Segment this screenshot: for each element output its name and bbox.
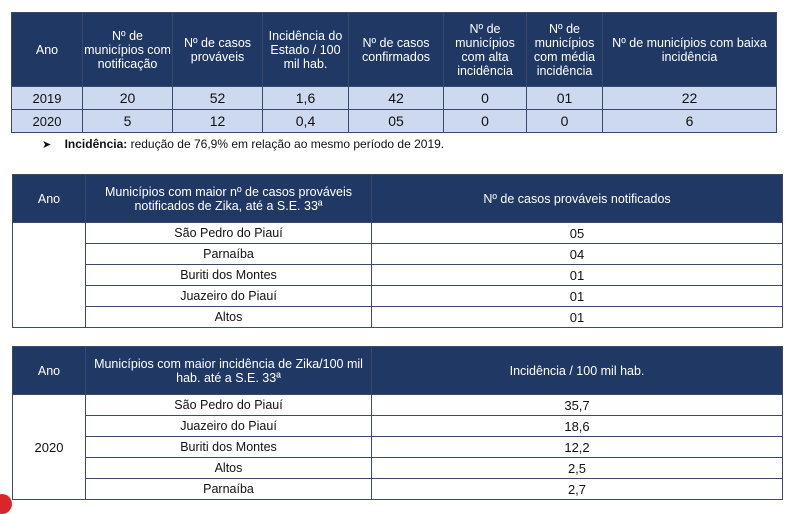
incidence-note: ➤ Incidência: redução de 76,9% em relaçã… — [42, 137, 444, 151]
red-corner-decoration — [0, 494, 12, 514]
cell: 0 — [526, 109, 603, 133]
cell: 52 — [172, 86, 263, 110]
table-row: 2020 São Pedro do Piauí 35,7 — [12, 394, 783, 500]
summary-table: Ano Nº de municípios com notificação Nº … — [11, 12, 777, 133]
table-row: Parnaíba 04 — [13, 243, 783, 265]
cell-value: 05 — [371, 222, 783, 244]
cell-municipality: Altos — [85, 306, 372, 328]
summary-header-row: Ano Nº de municípios com notificação Nº … — [11, 12, 777, 87]
cell-municipality: Buriti dos Montes — [85, 436, 372, 458]
note-text: redução de 76,9% em relação ao mesmo per… — [127, 137, 445, 151]
cell-value: 04 — [371, 243, 783, 265]
cell-value: 01 — [371, 306, 783, 328]
table-row: Altos 01 — [13, 306, 783, 328]
cell: 05 — [348, 109, 444, 133]
cell: 1,6 — [262, 86, 349, 110]
incidence-by-municipality-table: Ano Municípios com maior incidência de Z… — [12, 346, 783, 500]
cell-municipality: Parnaíba — [85, 243, 372, 265]
table-row: Buriti dos Montes 01 — [13, 264, 783, 286]
header-casos-confirmados: Nº de casos confirmados — [348, 12, 444, 87]
cell-value: 12,2 — [371, 436, 783, 458]
cell-municipality: São Pedro do Piauí — [85, 222, 372, 244]
header-incidencia: Incidência / 100 mil hab. — [371, 346, 783, 395]
cell: 6 — [602, 109, 777, 133]
note-label: Incidência: — [64, 137, 128, 151]
cell-value: 01 — [371, 285, 783, 307]
cell-value: 35,7 — [371, 394, 783, 416]
table-row: 2019 20 52 1,6 42 0 01 22 — [11, 86, 777, 110]
header-incidencia-estado: Incidência do Estado / 100 mil hab. — [262, 12, 349, 87]
header-casos-provaveis: Nº de casos prováveis — [172, 12, 263, 87]
cell-value: 18,6 — [371, 415, 783, 437]
cell: 20 — [82, 86, 173, 110]
cell-value: 2,5 — [371, 457, 783, 479]
incidence-header-row: Ano Municípios com maior incidência de Z… — [12, 346, 783, 395]
header-alta-incidencia: Nº de municípios com alta incidência — [443, 12, 527, 87]
cell-municipality: Parnaíba — [85, 478, 372, 500]
cell-municipality: Buriti dos Montes — [85, 264, 372, 286]
cell-municipality: São Pedro do Piauí — [85, 394, 372, 416]
cell: 12 — [172, 109, 263, 133]
cell-year: 2020 — [12, 394, 86, 500]
header-casos-notificados: Nº de casos prováveis notificados — [371, 174, 783, 223]
header-municipios-casos: Municípios com maior nº de casos prováve… — [85, 174, 372, 223]
cell-value: 2,7 — [371, 478, 783, 500]
cell: 01 — [526, 86, 603, 110]
cell: 5 — [82, 109, 173, 133]
cell-year: 2019 — [11, 86, 83, 110]
table-row: Parnaíba 2,7 — [13, 478, 783, 500]
cell-municipality: Altos — [85, 457, 372, 479]
header-media-incidencia: Nº de municípios com média incidência — [526, 12, 603, 87]
table-row: São Pedro do Piauí 05 — [12, 222, 783, 328]
cell-value: 01 — [371, 264, 783, 286]
header-ano: Ano — [11, 12, 83, 87]
cell-year — [12, 222, 86, 328]
arrow-bullet-icon: ➤ — [42, 139, 52, 151]
cases-header-row: Ano Municípios com maior nº de casos pro… — [12, 174, 783, 223]
cell: 22 — [602, 86, 777, 110]
table-row: 2020 5 12 0,4 05 0 0 6 — [11, 109, 777, 133]
table-row: Buriti dos Montes 12,2 — [13, 436, 783, 458]
cell: 0 — [443, 109, 527, 133]
cell-municipality: Juazeiro do Piauí — [85, 415, 372, 437]
table-row: Juazeiro do Piauí 18,6 — [13, 415, 783, 437]
header-municipios-notificacao: Nº de municípios com notificação — [82, 12, 173, 87]
table-row: Altos 2,5 — [13, 457, 783, 479]
cell-municipality: Juazeiro do Piauí — [85, 285, 372, 307]
cell: 0,4 — [262, 109, 349, 133]
cell-year: 2020 — [11, 109, 83, 133]
table-row: Juazeiro do Piauí 01 — [13, 285, 783, 307]
cases-by-municipality-table: Ano Municípios com maior nº de casos pro… — [12, 174, 783, 328]
cell: 0 — [443, 86, 527, 110]
header-ano: Ano — [12, 346, 86, 395]
header-municipios-incidencia: Municípios com maior incidência de Zika/… — [85, 346, 372, 395]
header-ano: Ano — [12, 174, 86, 223]
cell: 42 — [348, 86, 444, 110]
header-baixa-incidencia: Nº de municípios com baixa incidência — [602, 12, 777, 87]
